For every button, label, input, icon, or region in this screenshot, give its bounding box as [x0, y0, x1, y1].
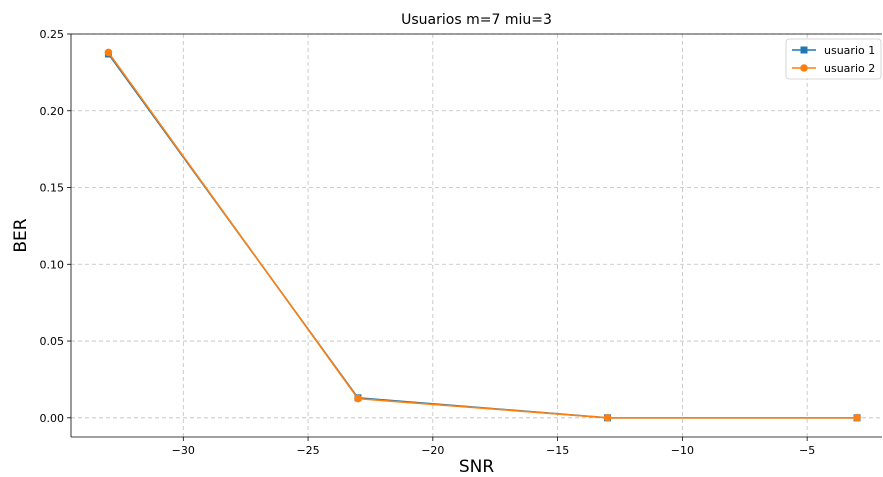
x-tick-label: −10	[671, 444, 694, 457]
legend-marker	[800, 46, 808, 54]
series-2	[104, 48, 861, 422]
legend-entry: usuario 1	[792, 44, 875, 57]
y-axis-label: BER	[11, 218, 31, 252]
data-point	[104, 48, 113, 57]
series-layer	[104, 48, 861, 422]
x-tick-label: −15	[546, 444, 569, 457]
y-tick-label: 0.20	[40, 105, 65, 118]
series-1	[104, 50, 861, 422]
legend: usuario 1 usuario 2	[785, 38, 882, 80]
x-tick-label: −5	[799, 444, 815, 457]
grid-layer	[71, 33, 882, 437]
y-tick-label: 0.15	[40, 182, 65, 195]
chart-title: Usuarios m=7 miu=3	[401, 12, 552, 28]
y-tick-label: 0.00	[40, 412, 65, 425]
x-axis-label: SNR	[459, 457, 495, 477]
x-tick-label: −20	[421, 444, 444, 457]
x-tick-label: −30	[172, 444, 195, 457]
series-line	[107, 53, 858, 419]
y-tick-label: 0.25	[40, 28, 65, 41]
axes-layer: −30 −25 −20 −15 −10 −5 0.00 0.05 0.10 0.15 0.20 0.2…	[40, 28, 882, 457]
data-point	[603, 414, 612, 422]
data-point	[354, 394, 362, 403]
legend-box	[785, 38, 882, 80]
legend-label: usuario 1	[824, 44, 875, 57]
data-point	[853, 414, 861, 422]
y-tick-label: 0.05	[40, 335, 65, 348]
x-tick-label: −25	[296, 444, 319, 457]
y-tick-label: 0.10	[40, 258, 65, 271]
legend-label: usuario 2	[824, 62, 875, 75]
series-line	[107, 51, 858, 419]
legend-marker	[800, 64, 808, 72]
legend-entry: usuario 2	[792, 62, 875, 75]
